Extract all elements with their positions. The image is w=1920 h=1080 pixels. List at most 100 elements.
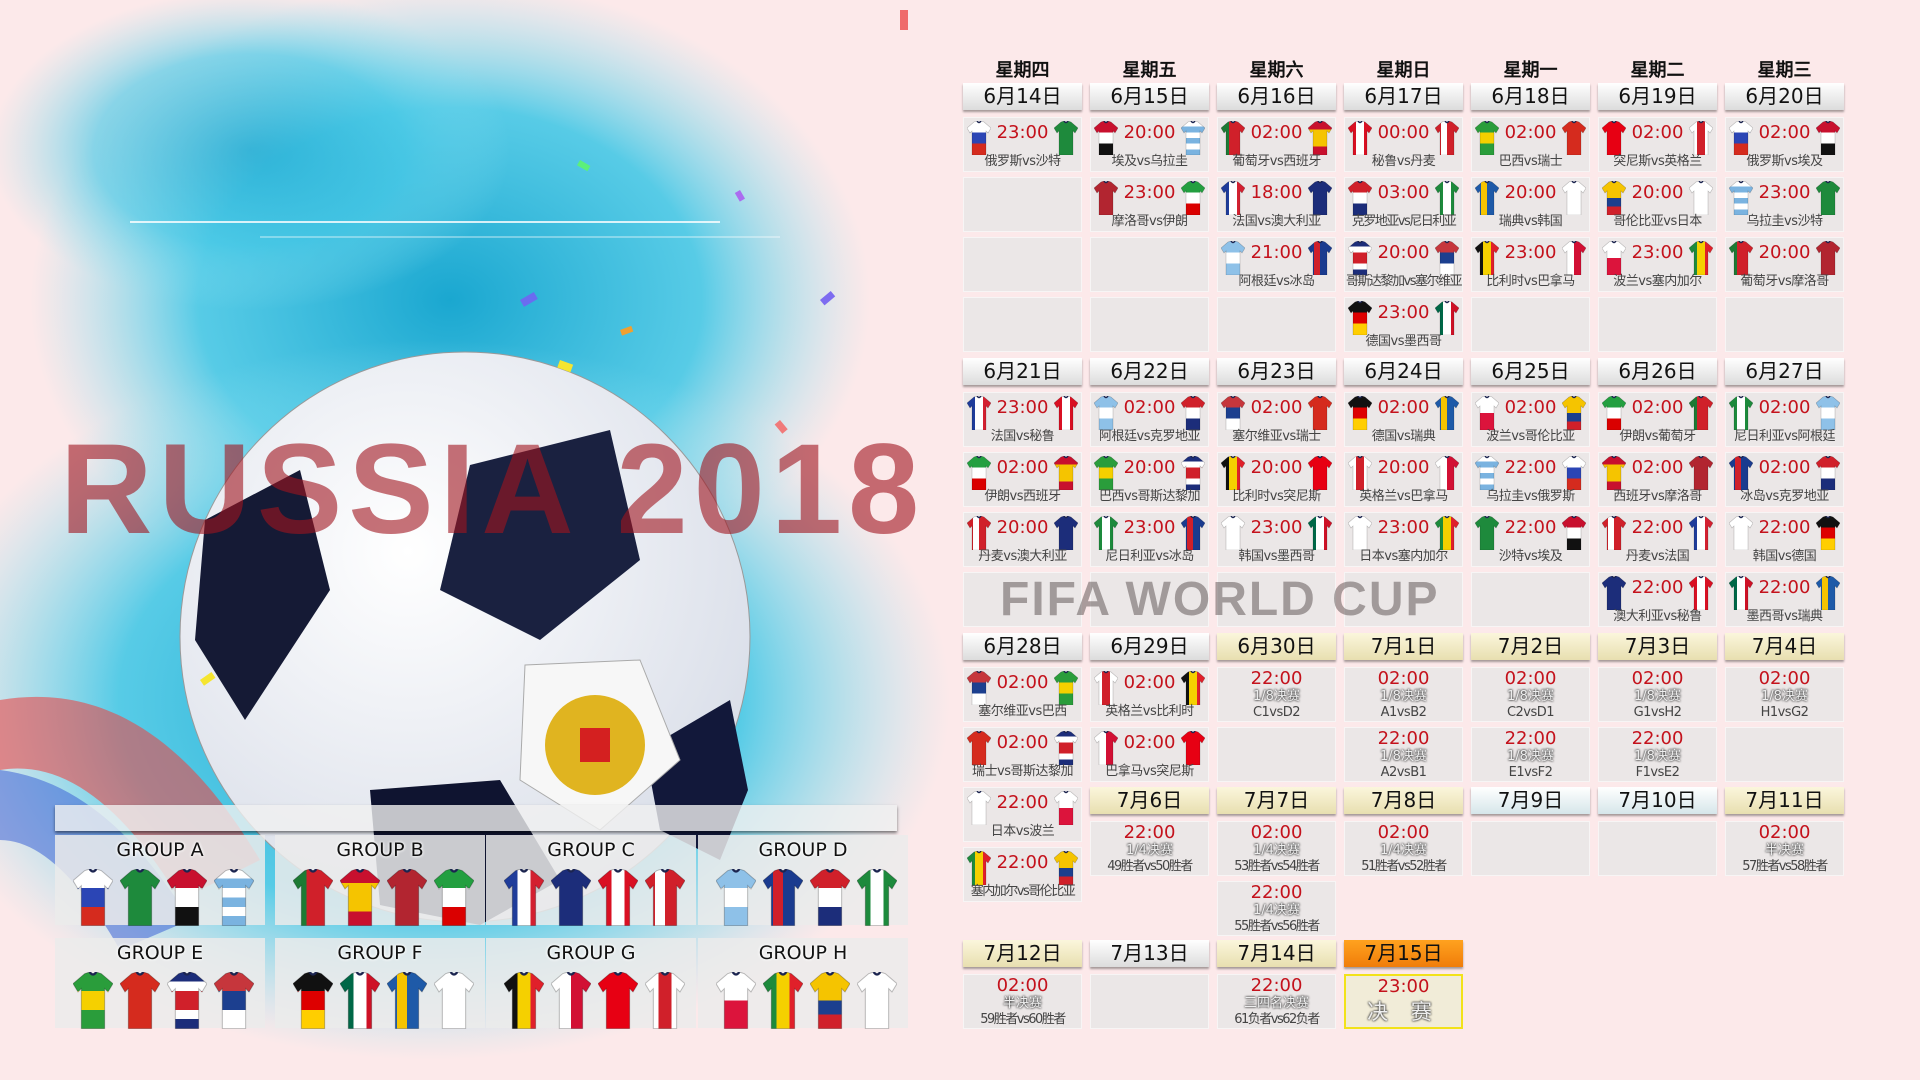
match-cell[interactable]: 20:00 比利时vs突尼斯 — [1217, 452, 1336, 507]
match-cell[interactable]: 02:00 西班牙vs摩洛哥 — [1598, 452, 1717, 507]
date-header: 6月29日 — [1090, 633, 1209, 660]
match-cell[interactable]: 半决赛 02:00 59胜者vs60胜者 — [963, 974, 1082, 1029]
match-cell[interactable]: 22:00 丹麦vs法国 — [1598, 512, 1717, 567]
match-cell[interactable]: 22:00 墨西哥vs瑞典 — [1725, 572, 1844, 627]
match-cell[interactable]: 02:00 塞尔维亚vs巴西 — [963, 667, 1082, 722]
match-cell[interactable]: 02:00 突尼斯vs英格兰 — [1598, 117, 1717, 172]
match-cell[interactable]: 00:00 秘鲁vs丹麦 — [1344, 117, 1463, 172]
match-teams: 乌拉圭vs沙特 — [1746, 214, 1823, 229]
jersey-icon — [1601, 515, 1627, 551]
match-cell[interactable]: 23:00 德国vs墨西哥 — [1344, 297, 1463, 352]
group-name: GROUP B — [336, 839, 424, 861]
match-cell[interactable]: 20:00 瑞典vs韩国 — [1471, 177, 1590, 232]
match-cell[interactable]: 23:00 比利时vs巴拿马 — [1471, 237, 1590, 292]
match-cell[interactable]: 20:00 哥斯达黎加vs塞尔维亚 — [1344, 237, 1463, 292]
match-cell[interactable]: 18:00 法国vs澳大利亚 — [1217, 177, 1336, 232]
match-cell[interactable]: 22:00 澳大利亚vs秘鲁 — [1598, 572, 1717, 627]
match-cell[interactable]: 02:00 波兰vs哥伦比亚 — [1471, 392, 1590, 447]
match-cell[interactable]: 1/8决赛 22:00 C1vsD2 — [1217, 667, 1336, 722]
match-cell[interactable]: 20:00 丹麦vs澳大利亚 — [963, 512, 1082, 567]
match-cell[interactable]: 20:00 埃及vs乌拉圭 — [1090, 117, 1209, 172]
jersey-icon — [1728, 455, 1754, 491]
jersey-icon — [1815, 455, 1841, 491]
team-jersey — [386, 868, 428, 927]
jersey-icon — [762, 868, 804, 927]
match-time: 23:00 — [996, 122, 1049, 143]
match-cell[interactable]: 02:00 巴拿马vs突尼斯 — [1090, 727, 1209, 782]
match-cell[interactable]: 1/8决赛 02:00 A1vsB2 — [1344, 667, 1463, 722]
match-cell[interactable]: 02:00 德国vs瑞典 — [1344, 392, 1463, 447]
match-cell[interactable]: 1/8决赛 02:00 H1vsG2 — [1725, 667, 1844, 722]
match-cell[interactable]: 1/8决赛 02:00 G1vsH2 — [1598, 667, 1717, 722]
match-cell[interactable]: 02:00 尼日利亚vs阿根廷 — [1725, 392, 1844, 447]
match-teams: 日本vs波兰 — [990, 824, 1055, 839]
weekday-label: 星期四 — [995, 60, 1050, 81]
jersey-icon — [1434, 300, 1460, 336]
jersey-icon — [1815, 515, 1841, 551]
match-cell[interactable]: 02:00 阿根廷vs克罗地亚 — [1090, 392, 1209, 447]
match-cell[interactable]: 1/4决赛 22:00 49胜者vs50胜者 — [1090, 821, 1209, 876]
match-cell[interactable]: 决 赛 23:00 — [1344, 974, 1463, 1029]
match-cell[interactable]: 1/8决赛 02:00 C2vsD1 — [1471, 667, 1590, 722]
match-cell[interactable]: 20:00 英格兰vs巴拿马 — [1344, 452, 1463, 507]
match-cell[interactable]: 02:00 葡萄牙vs西班牙 — [1217, 117, 1336, 172]
match-cell[interactable]: 20:00 葡萄牙vs摩洛哥 — [1725, 237, 1844, 292]
match-cell[interactable]: 1/8决赛 22:00 A2vsB1 — [1344, 727, 1463, 782]
match-cell[interactable]: 22:00 沙特vs埃及 — [1471, 512, 1590, 567]
away-jersey — [1815, 455, 1841, 491]
match-cell[interactable]: 1/4决赛 22:00 55胜者vs56胜者 — [1217, 881, 1336, 936]
match-cell — [963, 237, 1082, 292]
jersey-icon — [966, 670, 992, 706]
team-jersey — [644, 971, 686, 1030]
match-cell[interactable]: 三四名决赛 22:00 61负者vs62负者 — [1217, 974, 1336, 1029]
jersey-icon — [1347, 515, 1373, 551]
match-cell[interactable]: 1/4决赛 02:00 53胜者vs54胜者 — [1217, 821, 1336, 876]
home-jersey — [1474, 180, 1500, 216]
match-cell[interactable]: 03:00 克罗地亚vs尼日利亚 — [1344, 177, 1463, 232]
jersey-icon — [966, 455, 992, 491]
match-stage: 1/8决赛 — [1253, 689, 1300, 704]
match-cell[interactable]: 半决赛 02:00 57胜者vs58胜者 — [1725, 821, 1844, 876]
match-cell[interactable]: 02:00 塞尔维亚vs瑞士 — [1217, 392, 1336, 447]
match-time: 22:00 — [996, 852, 1049, 873]
match-cell[interactable]: 20:00 巴西vs哥斯达黎加 — [1090, 452, 1209, 507]
date-header: 7月14日 — [1217, 940, 1336, 967]
jersey-icon — [1180, 670, 1206, 706]
jersey-icon — [1728, 515, 1754, 551]
match-cell[interactable]: 1/8决赛 22:00 F1vsE2 — [1598, 727, 1717, 782]
match-cell[interactable]: 02:00 俄罗斯vs埃及 — [1725, 117, 1844, 172]
match-cell[interactable]: 20:00 哥伦比亚vs日本 — [1598, 177, 1717, 232]
match-cell[interactable]: 02:00 伊朗vs西班牙 — [963, 452, 1082, 507]
match-cell[interactable]: 23:00 韩国vs墨西哥 — [1217, 512, 1336, 567]
home-jersey — [1093, 455, 1119, 491]
match-cell[interactable]: 22:00 乌拉圭vs俄罗斯 — [1471, 452, 1590, 507]
team-jersey — [503, 971, 545, 1030]
match-cell[interactable]: 02:00 冰岛vs克罗地亚 — [1725, 452, 1844, 507]
away-jersey — [1688, 575, 1714, 611]
home-jersey — [966, 730, 992, 766]
jersey-icon — [1307, 180, 1333, 216]
match-cell[interactable]: 02:00 瑞士vs哥斯达黎加 — [963, 727, 1082, 782]
match-teams: C2vsD1 — [1506, 705, 1555, 720]
match-cell[interactable]: 23:00 日本vs塞内加尔 — [1344, 512, 1463, 567]
jersey-icon — [1347, 180, 1373, 216]
match-cell[interactable]: 02:00 巴西vs瑞士 — [1471, 117, 1590, 172]
match-cell[interactable]: 23:00 乌拉圭vs沙特 — [1725, 177, 1844, 232]
jersey-icon — [1220, 515, 1246, 551]
match-cell[interactable]: 21:00 阿根廷vs冰岛 — [1217, 237, 1336, 292]
group-name: GROUP C — [547, 839, 635, 861]
match-cell[interactable]: 23:00 摩洛哥vs伊朗 — [1090, 177, 1209, 232]
match-cell[interactable]: 23:00 波兰vs塞内加尔 — [1598, 237, 1717, 292]
match-cell[interactable]: 1/8决赛 22:00 E1vsF2 — [1471, 727, 1590, 782]
match-cell[interactable]: 22:00 日本vs波兰 — [963, 787, 1082, 842]
match-cell[interactable]: 22:00 韩国vs德国 — [1725, 512, 1844, 567]
match-cell[interactable]: 02:00 伊朗vs葡萄牙 — [1598, 392, 1717, 447]
match-stage: 1/4决赛 — [1253, 843, 1300, 858]
match-cell[interactable]: 23:00 俄罗斯vs沙特 — [963, 117, 1082, 172]
match-cell[interactable]: 23:00 法国vs秘鲁 — [963, 392, 1082, 447]
match-cell[interactable]: 02:00 英格兰vs比利时 — [1090, 667, 1209, 722]
match-cell[interactable]: 1/4决赛 02:00 51胜者vs52胜者 — [1344, 821, 1463, 876]
match-cell[interactable]: 23:00 尼日利亚vs冰岛 — [1090, 512, 1209, 567]
match-time: 02:00 — [1758, 457, 1811, 478]
match-cell[interactable]: 22:00 塞内加尔vs哥伦比亚 — [963, 847, 1082, 902]
